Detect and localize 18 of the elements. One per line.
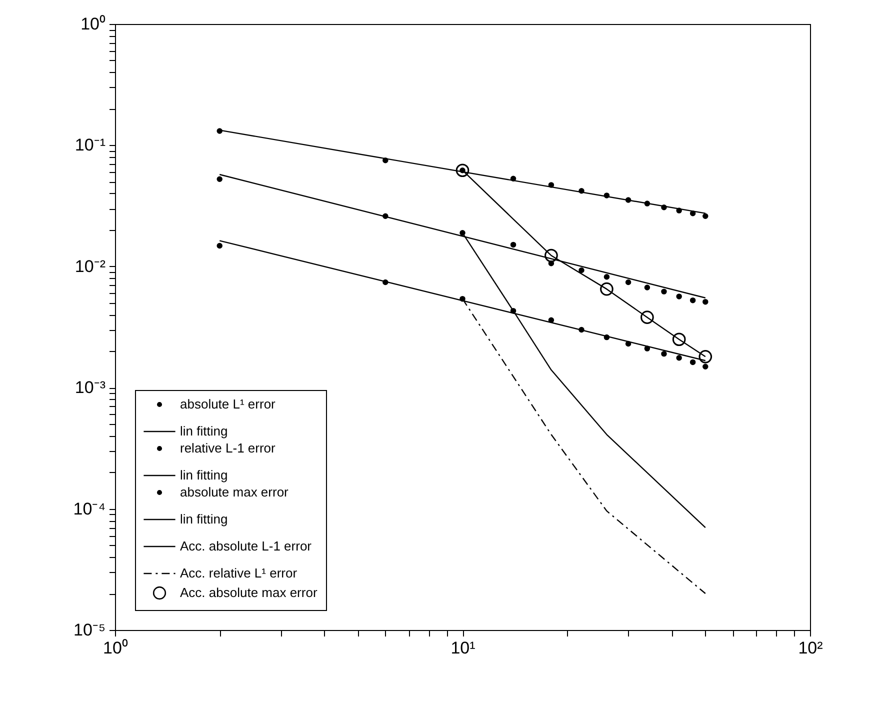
x-tick-label: 10² [798, 638, 824, 658]
x-tick-label: 10⁰ [103, 638, 128, 658]
legend-label: lin fitting [180, 512, 228, 526]
legend-label: absolute L¹ error [180, 396, 276, 412]
y-tick-label: 10⁻² [74, 256, 106, 276]
legend-label: lin fitting [180, 468, 228, 482]
y-tick-label: 10⁻³ [74, 378, 106, 398]
legend-label: lin fitting [180, 424, 228, 438]
legend-label: relative L-1 error [180, 440, 276, 456]
legend-label: absolute max error [180, 484, 290, 500]
y-tick-label: 10⁻⁴ [73, 499, 106, 518]
legend-label: Acc. absolute L-1 error [180, 538, 312, 554]
y-tick-label: 10⁻⁵ [74, 620, 106, 640]
y-tick-label: 10⁰ [80, 14, 106, 34]
y-tick-label: 10⁻¹ [74, 136, 106, 155]
legend-label: Acc. absolute max error [180, 585, 318, 600]
legend-label: Acc. relative L¹ error [180, 566, 298, 580]
x-tick-label: 10¹ [450, 638, 476, 658]
